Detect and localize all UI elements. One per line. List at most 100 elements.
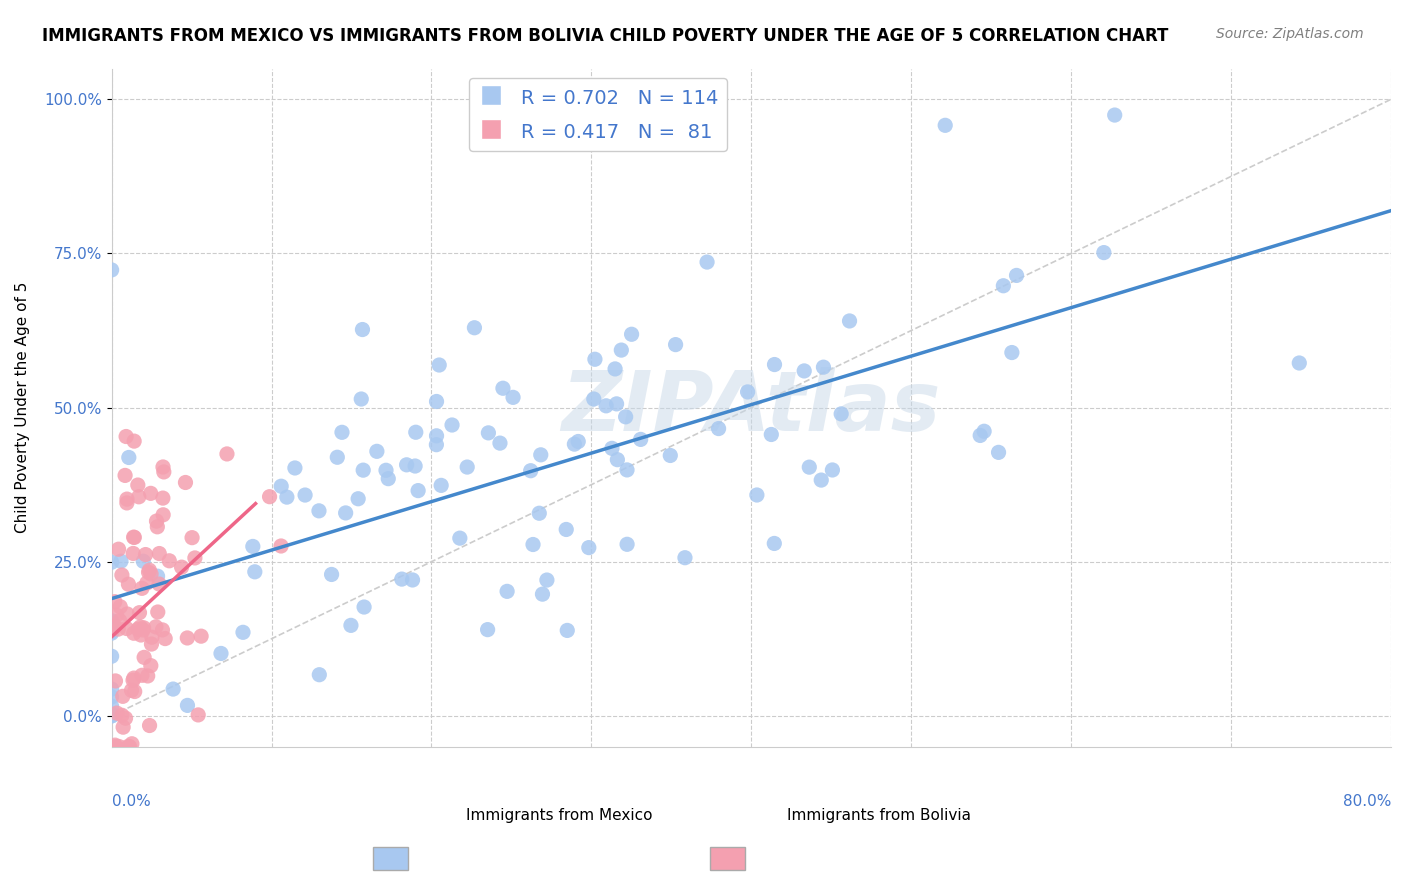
Point — [146, 520, 169, 534]
Point — [707, 421, 730, 435]
Point — [529, 506, 551, 520]
Point — [129, 628, 152, 642]
Point — [100, 614, 122, 628]
Point — [104, 620, 127, 634]
Point — [603, 362, 626, 376]
Point — [352, 463, 374, 477]
Point — [152, 491, 174, 505]
Point — [115, 492, 138, 507]
Point — [1005, 268, 1028, 283]
Point — [616, 537, 638, 551]
Point — [366, 444, 388, 458]
Point — [153, 632, 176, 646]
Point — [105, 608, 128, 623]
Point — [121, 683, 143, 698]
Point — [463, 320, 485, 334]
Point — [614, 409, 637, 424]
Point — [100, 709, 122, 723]
Point — [152, 508, 174, 522]
Point — [987, 445, 1010, 459]
Point — [404, 458, 426, 473]
Point — [564, 437, 586, 451]
Point — [215, 447, 238, 461]
Point — [174, 475, 197, 490]
Point — [763, 536, 786, 550]
Point — [100, 699, 122, 714]
Point — [105, 706, 128, 720]
Point — [104, 738, 127, 752]
Point — [243, 565, 266, 579]
Point — [519, 464, 541, 478]
Point — [190, 629, 212, 643]
Point — [162, 682, 184, 697]
Point — [117, 577, 139, 591]
Point — [138, 718, 160, 732]
Point — [449, 531, 471, 545]
Point — [531, 587, 554, 601]
Point — [793, 364, 815, 378]
Point — [152, 623, 174, 637]
Point — [115, 496, 138, 510]
Point — [696, 255, 718, 269]
Point — [492, 381, 515, 395]
Point — [100, 624, 122, 639]
Point — [138, 566, 160, 580]
Point — [122, 626, 145, 640]
Point — [209, 647, 232, 661]
Point — [810, 473, 832, 487]
Point — [477, 623, 499, 637]
Point — [138, 563, 160, 577]
Point — [114, 711, 136, 725]
Point — [110, 599, 132, 614]
Point — [555, 523, 578, 537]
Point — [583, 352, 606, 367]
Legend: R = 0.702   N = 114, R = 0.417   N =  81: R = 0.702 N = 114, R = 0.417 N = 81 — [470, 78, 727, 151]
Text: Source: ZipAtlas.com: Source: ZipAtlas.com — [1216, 27, 1364, 41]
Point — [127, 478, 149, 492]
Point — [139, 486, 162, 500]
Point — [969, 428, 991, 442]
Point — [1104, 108, 1126, 122]
Point — [114, 468, 136, 483]
Point — [131, 668, 153, 682]
Point — [595, 399, 617, 413]
Point — [353, 600, 375, 615]
Point — [530, 448, 553, 462]
Text: ZIPAtlas: ZIPAtlas — [561, 368, 941, 448]
Point — [973, 424, 995, 438]
Point — [425, 438, 447, 452]
Point — [377, 472, 399, 486]
Point — [659, 449, 682, 463]
Point — [425, 394, 447, 409]
Point — [128, 490, 150, 504]
Point — [176, 631, 198, 645]
Point — [391, 572, 413, 586]
Point — [122, 546, 145, 560]
Point — [139, 658, 162, 673]
Point — [118, 739, 141, 754]
Point — [321, 567, 343, 582]
Point — [606, 397, 628, 411]
Point — [132, 554, 155, 568]
Point — [330, 425, 353, 440]
Point — [536, 573, 558, 587]
Point — [335, 506, 357, 520]
Y-axis label: Child Poverty Under the Age of 5: Child Poverty Under the Age of 5 — [15, 282, 30, 533]
Point — [111, 690, 134, 704]
Point — [352, 322, 374, 336]
Point — [124, 684, 146, 698]
Point — [100, 649, 122, 664]
Point — [232, 625, 254, 640]
Point — [489, 436, 512, 450]
Point — [107, 542, 129, 557]
Point — [799, 460, 821, 475]
Point — [395, 458, 418, 472]
Point — [139, 566, 162, 581]
Point — [110, 554, 132, 568]
Point — [100, 615, 122, 629]
Point — [456, 460, 478, 475]
Point — [132, 621, 155, 635]
Point — [141, 630, 163, 644]
Point — [100, 263, 122, 277]
Point — [124, 530, 146, 544]
